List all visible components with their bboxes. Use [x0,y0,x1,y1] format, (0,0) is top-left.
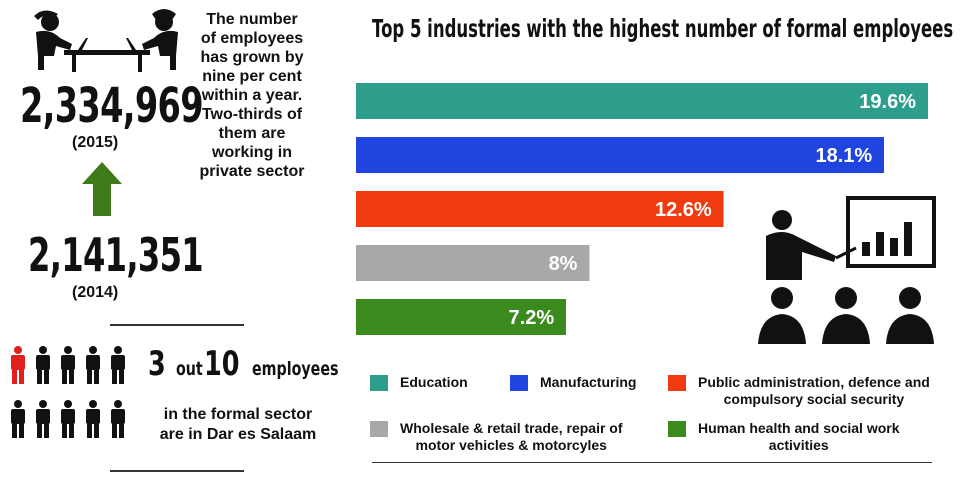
legend-label: Education [400,374,468,390]
legend-label: Public administration, defence and compu… [698,374,930,407]
bar-2 [356,137,885,173]
chart-title: Top 5 industries with the highest number… [372,14,954,43]
legend-label: Human health and social work activities [698,420,900,453]
bar-3 [356,191,724,227]
bar-value-label-1: 19.6% [859,91,916,113]
legend-item-education: Education [370,374,468,391]
coworkers-at-table-icon [34,9,178,72]
legend-swatch [370,375,388,391]
legend-item-human-health: Human health and social work activities [668,420,900,454]
ratio-employees: employees [252,358,339,380]
growth-line: of employees [200,30,304,47]
employees-2015-value: 2,334,969 [20,78,204,134]
bar-value-label-4: 8% [549,253,578,275]
legend-swatch [668,421,686,437]
legend-swatch [370,421,388,437]
growth-line: has grown by [200,49,304,66]
growth-line: working in [212,144,292,161]
growth-line: within a year. [201,87,303,104]
legend-label: Manufacturing [540,374,637,390]
bar-value-label-5: 7.2% [509,307,555,329]
bar-1 [356,83,928,119]
growth-line: private sector [199,163,305,180]
growth-line: Two-thirds of [201,106,303,123]
growth-line: nine per cent [202,68,302,85]
growth-description: The number of employees has grown by nin… [188,10,316,181]
growth-line: them are [218,125,286,142]
legend-swatch [668,375,686,391]
legend-swatch [510,375,528,391]
bar-4 [356,245,590,281]
bar-5 [356,299,567,335]
people-row-icon [11,346,125,438]
ratio-out: out [176,358,203,380]
ratio-ten: 10 [204,344,240,384]
legend-underline [372,462,932,463]
legend-item-manufacturing: Manufacturing [510,374,636,391]
bar-value-label-3: 12.6% [655,199,712,221]
employees-2014-value: 2,141,351 [28,228,204,282]
sector-line-2: are in Dar es Salaam [159,426,317,443]
bar-value-label-2: 18.1% [816,145,873,167]
year-2015-label: (2015) [72,134,119,151]
sector-line-1: in the formal sector [163,406,313,423]
growth-line: The number [206,11,298,28]
presentation-icon [758,196,936,344]
divider-bottom [110,470,244,472]
legend-item-public-administration: Public administration, defence and compu… [668,374,930,408]
divider-top [110,324,244,326]
bar-chart: 19.6% 18.1% 12.6% 8% 7.2% [356,83,928,335]
year-2014-label: (2014) [72,284,119,301]
ratio-three: 3 [148,344,166,384]
legend-item-wholesale-retail: Wholesale & retail trade, repair of moto… [370,420,623,454]
growth-arrow-icon [82,162,122,216]
legend-label: Wholesale & retail trade, repair of moto… [400,420,623,453]
